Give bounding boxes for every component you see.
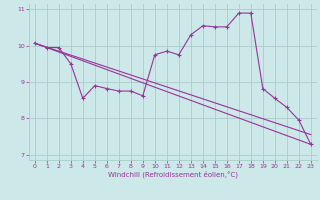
- X-axis label: Windchill (Refroidissement éolien,°C): Windchill (Refroidissement éolien,°C): [108, 171, 238, 178]
